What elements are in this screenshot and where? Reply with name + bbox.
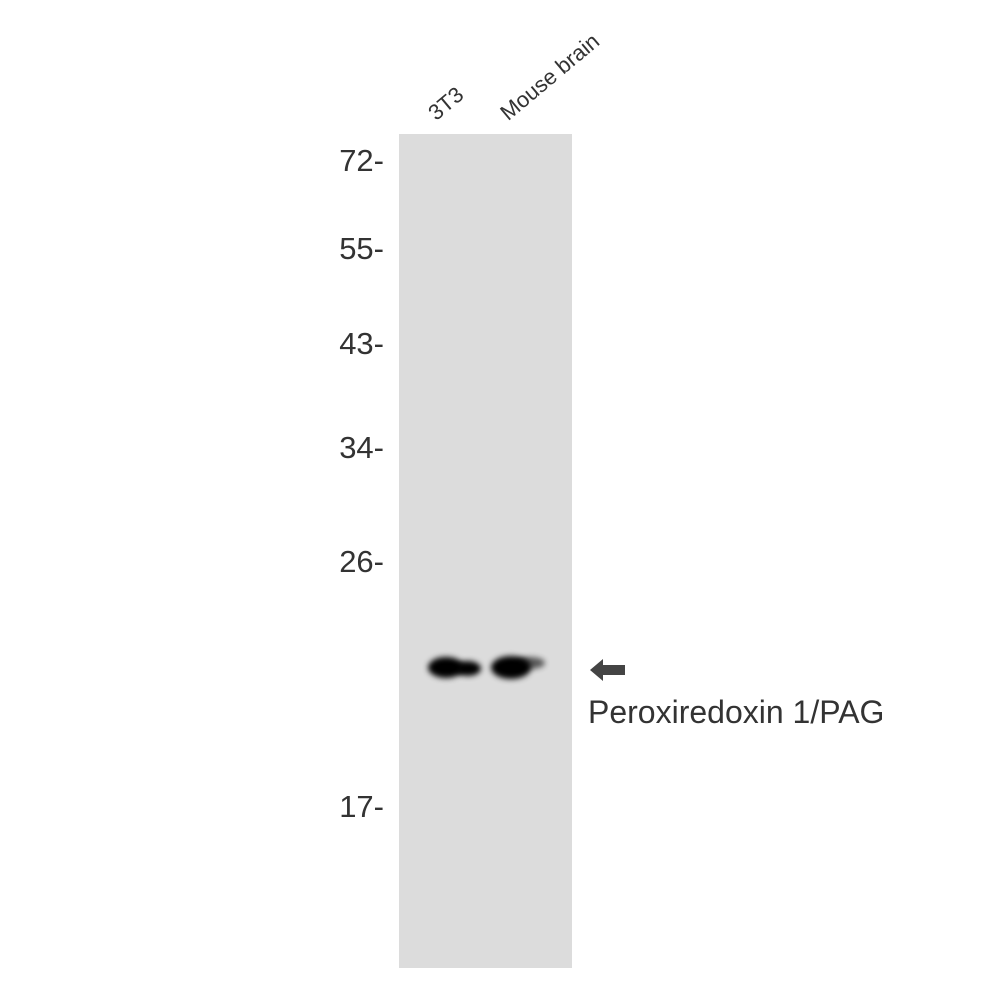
arrow-left-icon (590, 659, 625, 681)
marker-34: 34- (339, 430, 384, 465)
marker-72: 72- (339, 143, 384, 178)
lane-label-3t3: 3T3 (423, 81, 469, 126)
blot-membrane (399, 134, 572, 968)
lane-label-mouse-brain: Mouse brain (495, 28, 605, 126)
marker-55: 55- (339, 231, 384, 266)
marker-17: 17- (339, 789, 384, 824)
marker-26: 26- (339, 544, 384, 579)
target-protein-label: Peroxiredoxin 1/PAG (588, 694, 885, 730)
marker-43: 43- (339, 326, 384, 361)
